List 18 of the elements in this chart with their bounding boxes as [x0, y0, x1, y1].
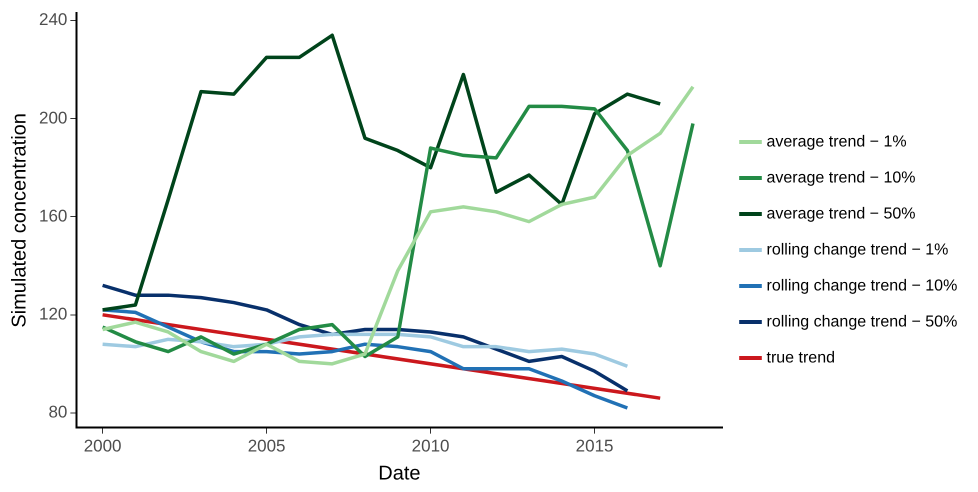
legend-label: rolling change trend − 10% — [766, 277, 958, 294]
y-tick-label: 160 — [38, 206, 68, 226]
y-tick-label: 80 — [48, 402, 68, 422]
x-tick-label: 2000 — [84, 436, 122, 456]
x-tick-label: 2005 — [248, 436, 286, 456]
legend-label: average trend − 1% — [766, 133, 907, 150]
y-axis-title: Simulated concentration — [8, 113, 31, 328]
legend-label: rolling change trend − 50% — [766, 313, 958, 330]
legend-label: true trend — [766, 349, 835, 366]
legend-label: average trend − 50% — [766, 205, 916, 222]
y-tick-label: 200 — [38, 108, 68, 128]
y-tick-label: 120 — [38, 304, 68, 324]
y-tick-label: 240 — [38, 10, 68, 30]
x-axis-title: Date — [378, 462, 421, 485]
legend-label: rolling change trend − 1% — [766, 241, 948, 258]
legend-label: average trend − 10% — [766, 169, 916, 186]
x-tick-label: 2010 — [412, 436, 450, 456]
x-tick-label: 2015 — [576, 436, 614, 456]
